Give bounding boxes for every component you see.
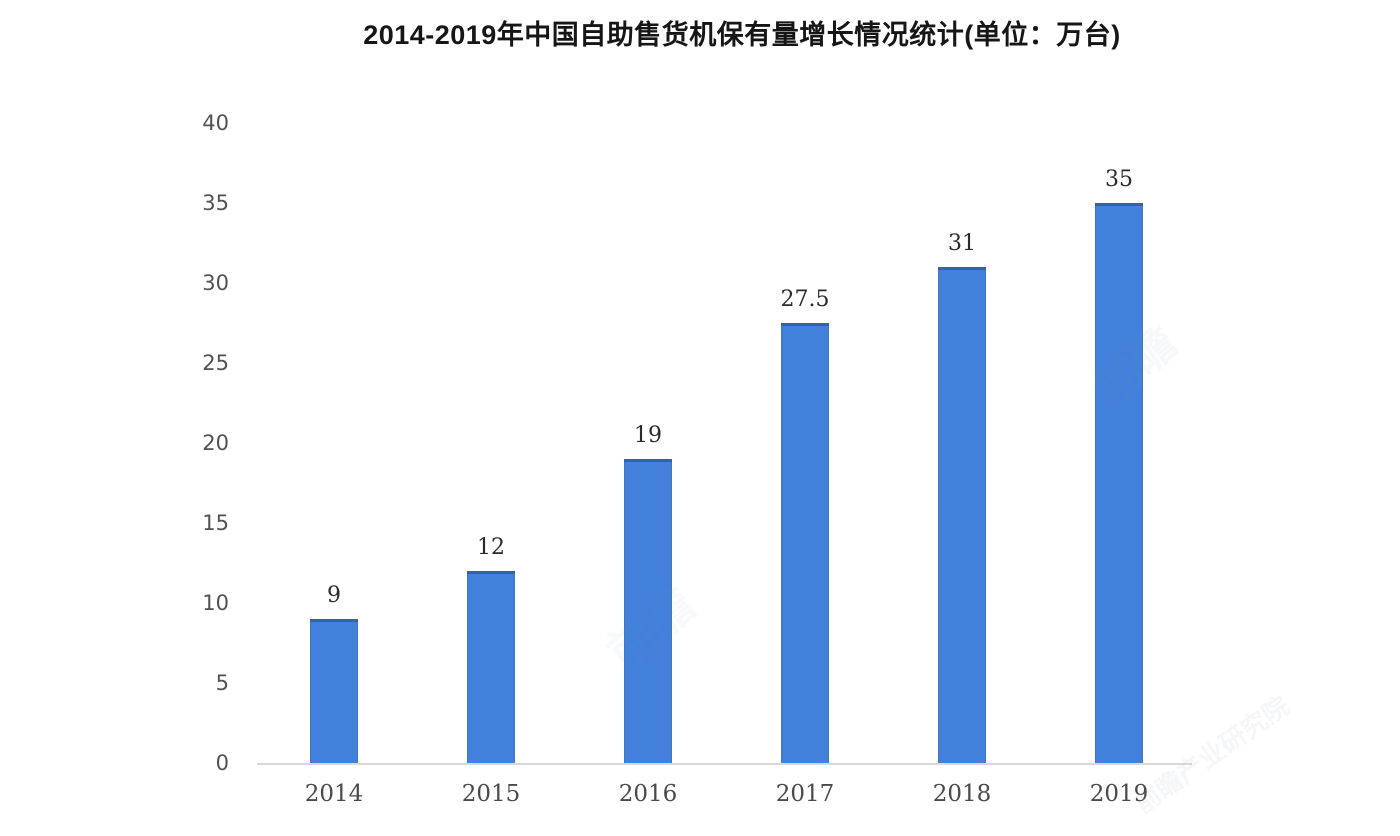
bar-2014	[310, 619, 358, 763]
x-tick-label: 2014	[304, 781, 364, 807]
bar-2017	[781, 323, 829, 763]
y-tick-label: 20	[202, 431, 229, 455]
y-tick-label: 0	[215, 751, 229, 775]
y-tick-label: 35	[202, 191, 229, 215]
y-tick-label: 40	[202, 111, 229, 135]
x-tick-label: 2018	[932, 781, 992, 807]
y-tick-label: 5	[215, 671, 229, 695]
plot-area: 0 5 10 15 20 25 30 35 40 9 2014 12 2015 19 2016 27.5 201…	[202, 111, 1192, 807]
bar-2015	[467, 571, 515, 763]
chart-title: 2014-2019年中国自助售货机保有量增长情况统计(单位：万台)	[363, 20, 1121, 50]
bar-2019	[1095, 203, 1143, 763]
x-tick-label: 2019	[1089, 781, 1149, 807]
bar-value-label: 9	[327, 583, 341, 608]
bar-2018	[938, 267, 986, 763]
bar-value-label: 19	[634, 423, 662, 448]
bar-value-label: 31	[948, 231, 976, 256]
bar-value-label: 12	[477, 535, 505, 560]
x-tick-label: 2017	[775, 781, 835, 807]
x-tick-label: 2015	[461, 781, 521, 807]
bar-2016	[624, 459, 672, 763]
y-tick-label: 30	[202, 271, 229, 295]
y-tick-label: 25	[202, 351, 229, 375]
y-tick-label: 10	[202, 591, 229, 615]
x-axis-line	[257, 763, 1192, 765]
bar-value-label: 35	[1105, 167, 1133, 192]
bar-value-label: 27.5	[780, 287, 830, 312]
x-tick-label: 2016	[618, 781, 678, 807]
y-tick-label: 15	[202, 511, 229, 535]
